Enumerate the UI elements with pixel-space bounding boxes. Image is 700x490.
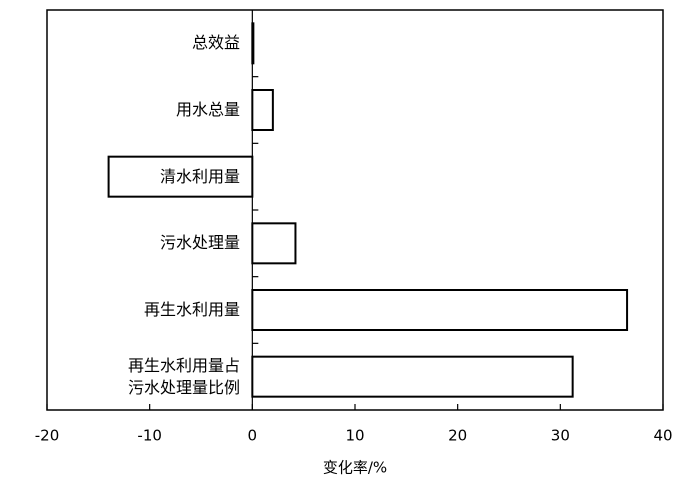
bar — [107, 155, 254, 198]
category-label: 再生水利用量占 污水处理量比例 — [127, 355, 240, 397]
x-axis-label: 变化率/% — [323, 459, 387, 477]
category-label: 污水处理量 — [159, 233, 240, 253]
x-tick-label: 20 — [448, 427, 467, 445]
plot-frame — [46, 9, 664, 411]
x-tick-label: -10 — [137, 427, 162, 445]
x-tick-label: 0 — [248, 427, 258, 445]
category-label: 清水利用量 — [159, 166, 240, 186]
category-label: 用水总量 — [175, 100, 240, 119]
bar — [251, 355, 574, 398]
x-tick-label: 10 — [345, 427, 364, 445]
category-label: 总效益 — [191, 33, 240, 53]
x-tick-label: 40 — [653, 427, 672, 445]
bar — [251, 22, 255, 65]
bar — [251, 289, 629, 331]
bar — [251, 89, 274, 131]
bar — [251, 222, 297, 265]
x-tick-label: 30 — [551, 427, 570, 445]
category-label: 再生水利用量 — [143, 300, 240, 319]
x-tick-label: -20 — [35, 427, 60, 445]
